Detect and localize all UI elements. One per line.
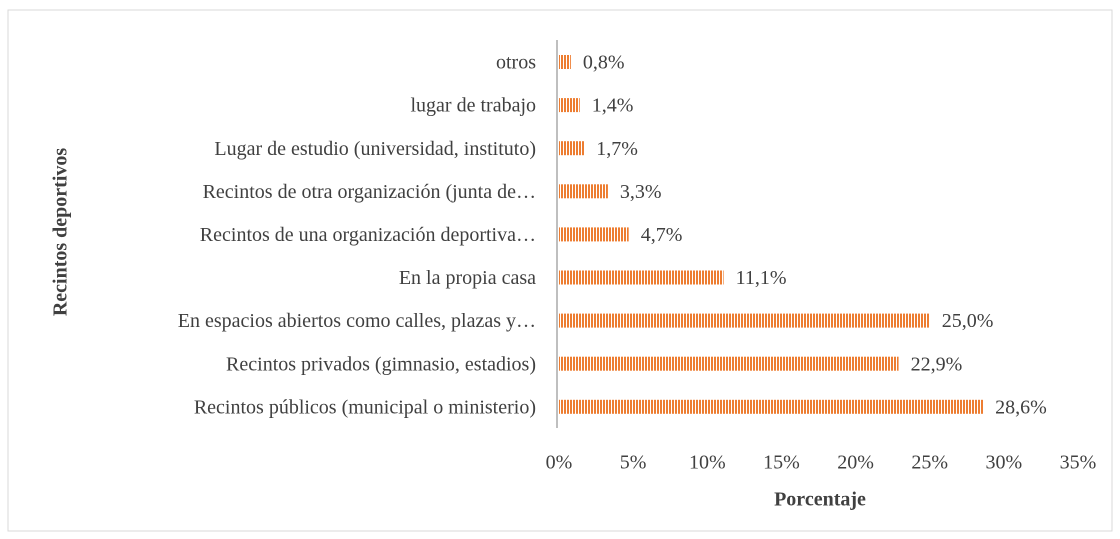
x-tick-label: 25% (911, 452, 948, 474)
x-tick-label: 0% (546, 452, 573, 474)
bar (559, 184, 608, 199)
data-label: 11,1% (736, 267, 787, 289)
data-label: 28,6% (995, 396, 1047, 418)
y-tick-label: Recintos de otra organización (junta de… (203, 181, 536, 203)
bar (559, 399, 984, 414)
x-tick-label: 15% (763, 452, 800, 474)
bar (559, 313, 930, 328)
data-label: 4,7% (641, 224, 683, 246)
bar (559, 141, 585, 156)
data-label: 1,7% (596, 138, 638, 160)
x-tick-label: 35% (1060, 452, 1097, 474)
x-tick-label: 10% (689, 452, 726, 474)
y-axis-title: Recintos deportivos (50, 148, 72, 317)
y-tick-label: Recintos privados (gimnasio, estadios) (226, 353, 536, 375)
y-tick-label: Lugar de estudio (universidad, instituto… (214, 138, 536, 160)
y-tick-label: otros (496, 52, 536, 74)
data-label: 25,0% (942, 310, 994, 332)
y-tick-label: lugar de trabajo (411, 95, 537, 117)
data-label: 22,9% (911, 353, 963, 375)
y-tick-label: En espacios abiertos como calles, plazas… (178, 310, 536, 332)
x-tick-label: 30% (986, 452, 1023, 474)
y-tick-label: En la propia casa (399, 267, 536, 289)
data-label: 1,4% (592, 95, 634, 117)
bar (559, 55, 571, 69)
bar (559, 270, 724, 285)
x-tick-label: 20% (837, 452, 874, 474)
x-axis-title: Porcentaje (774, 489, 866, 511)
bar (559, 98, 580, 113)
x-tick-label: 5% (620, 452, 647, 474)
data-label: 3,3% (620, 181, 662, 203)
bar (559, 227, 629, 242)
data-label: 0,8% (583, 52, 625, 74)
bar (559, 356, 899, 371)
y-tick-label: Recintos públicos (municipal o ministeri… (194, 396, 536, 418)
y-tick-label: Recintos de una organización deportiva… (200, 224, 536, 246)
chart-border (7, 9, 1113, 532)
